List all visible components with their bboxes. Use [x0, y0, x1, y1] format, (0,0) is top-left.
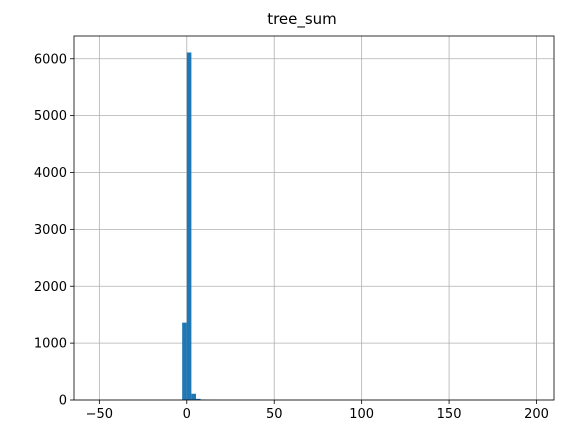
histogram-bar [191, 393, 196, 400]
y-tick-label: 3000 [34, 223, 67, 238]
histogram-bar [186, 52, 192, 401]
x-tick-label: −50 [86, 407, 113, 422]
grid-lines [74, 36, 554, 401]
plot-area-frame [73, 35, 555, 401]
y-tick-label: 1000 [34, 337, 67, 352]
x-tick-label: 150 [437, 407, 462, 422]
y-tick-label: 4000 [34, 166, 67, 181]
x-tick-label: 100 [349, 407, 374, 422]
histogram-bar [182, 322, 187, 400]
x-axis-ticks: −50 0 50 100 150 200 [86, 400, 549, 422]
x-tick-label: 0 [183, 407, 191, 422]
chart-title: tree_sum [267, 10, 337, 29]
histogram-bar [195, 398, 201, 400]
x-tick-label: 50 [266, 407, 283, 422]
y-tick-label: 5000 [34, 109, 67, 124]
y-tick-label: 6000 [34, 52, 67, 67]
y-tick-label: 0 [59, 394, 67, 409]
y-tick-label: 2000 [34, 280, 67, 295]
x-tick-label: 200 [524, 407, 549, 422]
y-axis-ticks: 0 1000 2000 3000 4000 5000 6000 [34, 52, 74, 409]
